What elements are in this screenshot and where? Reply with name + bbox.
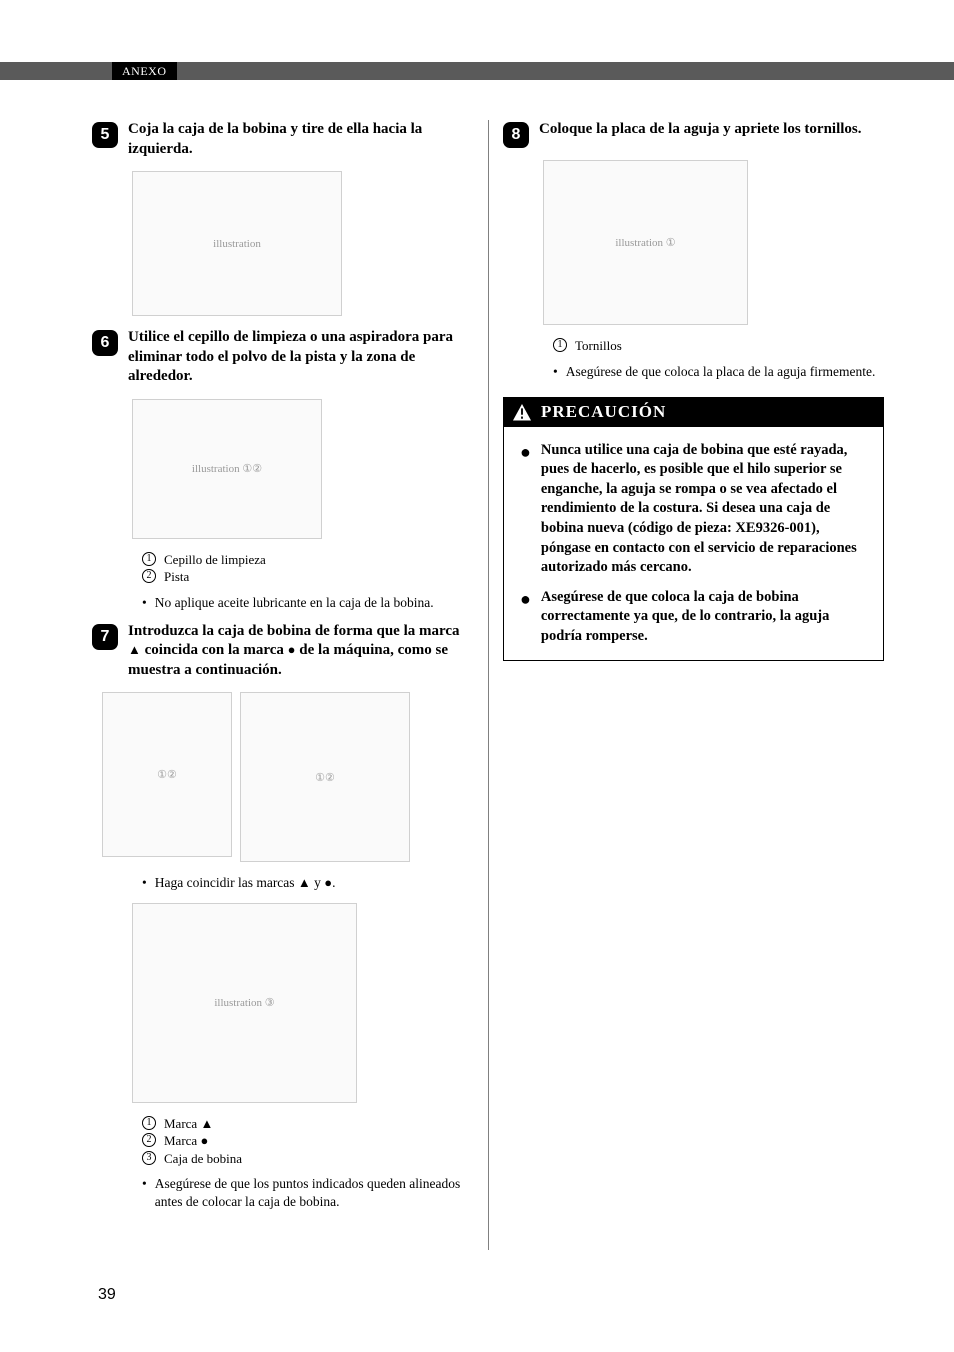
- figure-placeholder: ①②: [240, 692, 410, 862]
- triangle-icon: ▲: [298, 875, 311, 890]
- step-7-text-mid: coincida con la marca: [141, 642, 288, 658]
- caution-header: PRECAUCIÓN: [503, 397, 884, 427]
- callout-number: 1: [553, 338, 567, 352]
- step-6-figure: illustration ①②: [132, 399, 473, 539]
- step-7-figure-pair: ①② ①②: [102, 692, 473, 862]
- note-pre: Haga coincidir las marcas: [155, 875, 298, 890]
- callout-label: Marca ●: [164, 1132, 208, 1150]
- step-8-text: Coloque la placa de la aguja y apriete l…: [539, 120, 862, 148]
- right-column: 8 Coloque la placa de la aguja y apriete…: [503, 120, 884, 1252]
- page-content: 5 Coja la caja de la bobina y tire de el…: [92, 120, 884, 1252]
- bullet-dot: •: [553, 363, 558, 381]
- step-5-figure: illustration: [132, 171, 473, 316]
- step-7-note-2: • Asegúrese de que los puntos indicados …: [142, 1175, 473, 1211]
- figure-placeholder: illustration ①②: [132, 399, 322, 539]
- bullet-dot: •: [142, 1175, 147, 1211]
- callout-row: 1 Cepillo de limpieza: [142, 551, 473, 569]
- step-7-figure-2: illustration ③: [132, 903, 473, 1103]
- step-8: 8 Coloque la placa de la aguja y apriete…: [503, 120, 884, 148]
- left-column: 5 Coja la caja de la bobina y tire de el…: [92, 120, 473, 1252]
- step-7-text: Introduzca la caja de bobina de forma qu…: [128, 622, 473, 681]
- step-6-number: 6: [92, 330, 118, 356]
- callout-label: Tornillos: [575, 337, 622, 355]
- step-6: 6 Utilice el cepillo de limpieza o una a…: [92, 328, 473, 387]
- step-5-text: Coja la caja de la bobina y tire de ella…: [128, 120, 473, 159]
- step-7-number: 7: [92, 624, 118, 650]
- circle-icon: ●: [288, 642, 296, 657]
- callout-label: Pista: [164, 568, 189, 586]
- callout-row: 1 Tornillos: [553, 337, 884, 355]
- step-5-number: 5: [92, 122, 118, 148]
- figure-placeholder: illustration ①: [543, 160, 748, 325]
- caution-title: PRECAUCIÓN: [541, 402, 666, 422]
- callout-number: 2: [142, 1133, 156, 1147]
- step-5: 5 Coja la caja de la bobina y tire de el…: [92, 120, 473, 159]
- note-text: Haga coincidir las marcas ▲ y ●.: [155, 874, 336, 892]
- step-7-callouts: 1 Marca ▲ 2 Marca ● 3 Caja de bobina: [142, 1115, 473, 1168]
- callout-number: 1: [142, 552, 156, 566]
- caution-text: Nunca utilice una caja de bobina que est…: [541, 441, 867, 578]
- callout-row: 2 Marca ●: [142, 1132, 473, 1150]
- section-header: ANEXO: [112, 62, 177, 80]
- triangle-icon: ▲: [200, 1116, 213, 1131]
- step-8-note: • Asegúrese de que coloca la placa de la…: [553, 363, 884, 381]
- step-7-text-pre: Introduzca la caja de bobina de forma qu…: [128, 623, 460, 639]
- callout-number: 1: [142, 1116, 156, 1130]
- callout-row: 3 Caja de bobina: [142, 1150, 473, 1168]
- step-6-note: • No aplique aceite lubricante en la caj…: [142, 594, 473, 612]
- callout-label: Marca ▲: [164, 1115, 213, 1133]
- bullet-dot: •: [142, 594, 147, 612]
- triangle-icon: ▲: [128, 642, 141, 657]
- note-text: Asegúrese de que los puntos indicados qu…: [155, 1175, 473, 1211]
- note-post: .: [332, 875, 335, 890]
- callout-label: Caja de bobina: [164, 1150, 242, 1168]
- circle-icon: ●: [324, 875, 332, 890]
- callout-number: 3: [142, 1151, 156, 1165]
- caution-item: ● Asegúrese de que coloca la caja de bob…: [520, 588, 867, 647]
- callout-label-pre: Marca: [164, 1133, 200, 1148]
- caution-text: Asegúrese de que coloca la caja de bobin…: [541, 588, 867, 647]
- warning-icon: [511, 402, 533, 422]
- step-8-number: 8: [503, 122, 529, 148]
- figure-placeholder: illustration: [132, 171, 342, 316]
- step-7: 7 Introduzca la caja de bobina de forma …: [92, 622, 473, 681]
- callout-label: Cepillo de limpieza: [164, 551, 266, 569]
- step-8-figure: illustration ①: [543, 160, 884, 325]
- step-6-callouts: 1 Cepillo de limpieza 2 Pista: [142, 551, 473, 586]
- step-7-note: • Haga coincidir las marcas ▲ y ●.: [142, 874, 473, 892]
- figure-placeholder: illustration ③: [132, 903, 357, 1103]
- caution-item: ● Nunca utilice una caja de bobina que e…: [520, 441, 867, 578]
- bullet-dot: ●: [520, 590, 531, 647]
- step-6-text: Utilice el cepillo de limpieza o una asp…: [128, 328, 473, 387]
- page-number: 39: [98, 1286, 116, 1304]
- callout-row: 1 Marca ▲: [142, 1115, 473, 1133]
- callout-row: 2 Pista: [142, 568, 473, 586]
- caution-box: ● Nunca utilice una caja de bobina que e…: [503, 427, 884, 662]
- callout-label-pre: Marca: [164, 1116, 200, 1131]
- callout-number: 2: [142, 569, 156, 583]
- circle-icon: ●: [200, 1133, 208, 1148]
- note-mid: y: [311, 875, 325, 890]
- bullet-dot: •: [142, 874, 147, 892]
- step-8-callouts: 1 Tornillos: [553, 337, 884, 355]
- note-text: No aplique aceite lubricante en la caja …: [155, 594, 434, 612]
- note-text: Asegúrese de que coloca la placa de la a…: [566, 363, 876, 381]
- bullet-dot: ●: [520, 443, 531, 578]
- section-label: ANEXO: [122, 64, 167, 78]
- figure-placeholder: ①②: [102, 692, 232, 857]
